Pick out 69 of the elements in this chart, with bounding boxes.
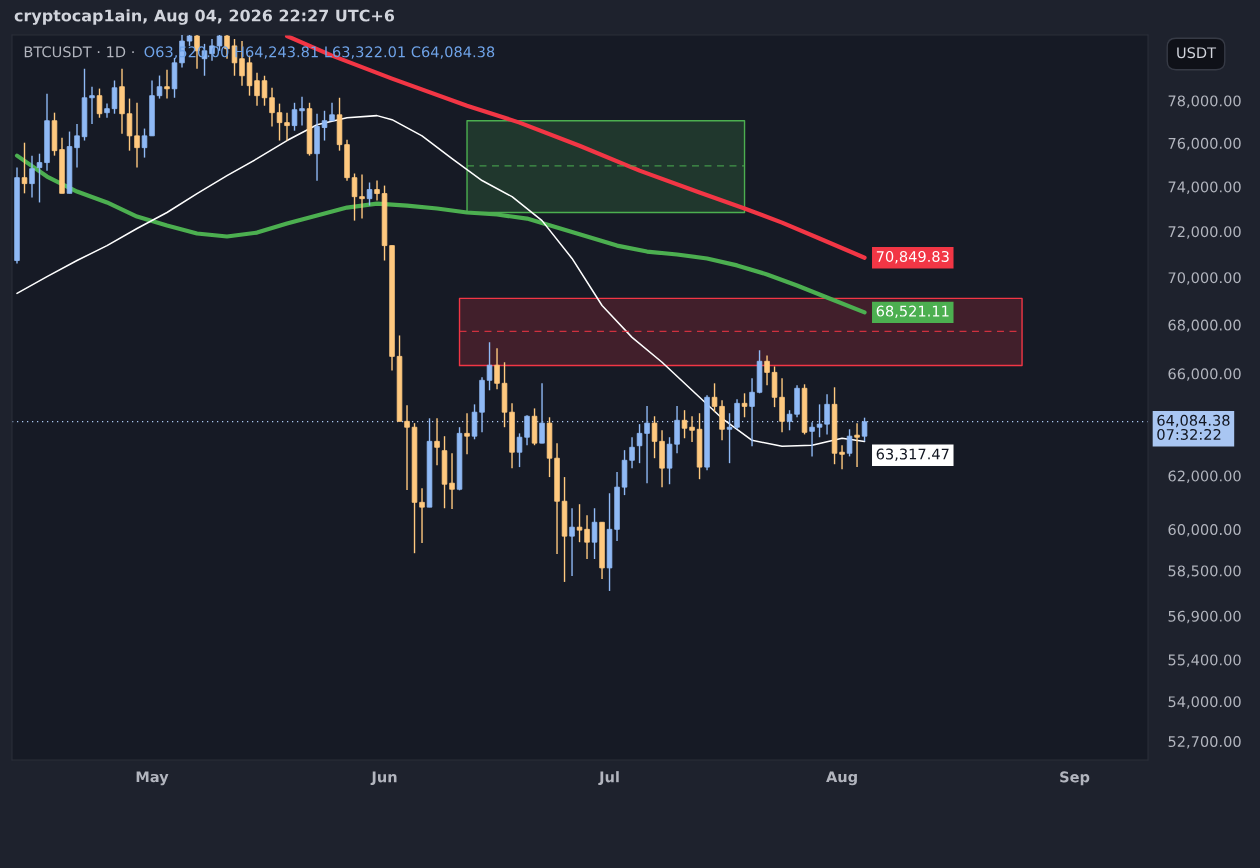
y-tick-label: 72,000.00 — [1168, 226, 1241, 239]
candlestick — [284, 111, 290, 142]
ref-line-label: 64,084.38 07:32:22 — [1157, 414, 1230, 440]
y-tick-label: 56,900.00 — [1168, 610, 1241, 624]
text: cryptocap1ain, Aug 04, 2026 22:27 UTC+6 — [14, 9, 395, 25]
x-tick-label: Aug — [826, 771, 857, 786]
line-series — [16, 114, 866, 448]
y-tick-label: 68,000.00 — [1168, 319, 1241, 333]
candlestick — [36, 153, 43, 204]
candlestick — [539, 382, 545, 444]
y-tick-label: 66,000.00 — [1168, 368, 1241, 381]
y-tick-label: 62,000.00 — [1168, 470, 1241, 483]
candlestick — [854, 422, 860, 468]
candlestick — [141, 127, 148, 159]
annotation: BTCUSDT · 1D · — [24, 46, 134, 58]
candlestick — [276, 102, 283, 142]
candlestick — [809, 421, 815, 458]
data-label: 68,521.11 — [876, 305, 949, 319]
y-axis-title: USDT — [1177, 47, 1217, 59]
candlestick — [591, 507, 598, 560]
x-tick-label: Sep — [1060, 771, 1090, 786]
candlestick — [434, 417, 440, 466]
y-tick-label: 70,000.00 — [1168, 272, 1241, 285]
y-tick-label: 52,700.00 — [1168, 736, 1241, 749]
y-tick-label: 55,400.00 — [1168, 654, 1241, 667]
y-tick-label: 58,500.00 — [1168, 565, 1241, 578]
data-label: 63,317.47 — [876, 448, 949, 462]
candlestick — [861, 416, 868, 442]
x-tick-label: May — [136, 771, 169, 786]
data-label: 70,849.83 — [876, 250, 949, 264]
candlestick — [374, 179, 380, 202]
y-tick-label: 60,000.00 — [1168, 524, 1241, 537]
candlestick — [351, 172, 358, 222]
candlestick — [569, 507, 575, 577]
candlestick — [321, 110, 328, 142]
candlestick — [254, 71, 260, 107]
x-tick-label: Jul — [598, 771, 619, 786]
y-tick-label: 78,000.00 — [1168, 95, 1241, 108]
candlestick — [104, 102, 110, 119]
x-tick-label: Jun — [370, 771, 397, 786]
candlestick — [269, 87, 275, 128]
candlestick — [291, 102, 298, 132]
candlestick — [404, 404, 410, 491]
candlestick — [96, 87, 103, 119]
candlestick — [449, 452, 455, 510]
candlestick — [164, 69, 170, 100]
candlestick — [261, 75, 268, 107]
candlestick — [764, 354, 770, 386]
candlestick — [134, 102, 140, 169]
candlestick — [21, 142, 28, 195]
candlestick — [299, 96, 305, 127]
candlestick — [156, 74, 163, 100]
candlestick — [366, 181, 373, 207]
candlestick — [486, 341, 493, 391]
candlestick — [126, 97, 133, 152]
candlestick — [494, 347, 500, 390]
candlestick — [741, 392, 748, 418]
candlestick — [464, 412, 470, 455]
candlestick — [29, 154, 35, 199]
candlestick — [419, 487, 425, 544]
candlestick — [74, 123, 80, 169]
candlestick — [89, 86, 95, 125]
candlestick — [846, 428, 853, 458]
candlestick — [359, 173, 365, 220]
y-tick-label: 76,000.00 — [1168, 137, 1241, 151]
candlestick — [749, 377, 755, 447]
candlestick — [111, 79, 118, 115]
y-tick-label: 74,000.00 — [1168, 181, 1241, 194]
y-tick-label: 54,000.00 — [1168, 696, 1241, 709]
